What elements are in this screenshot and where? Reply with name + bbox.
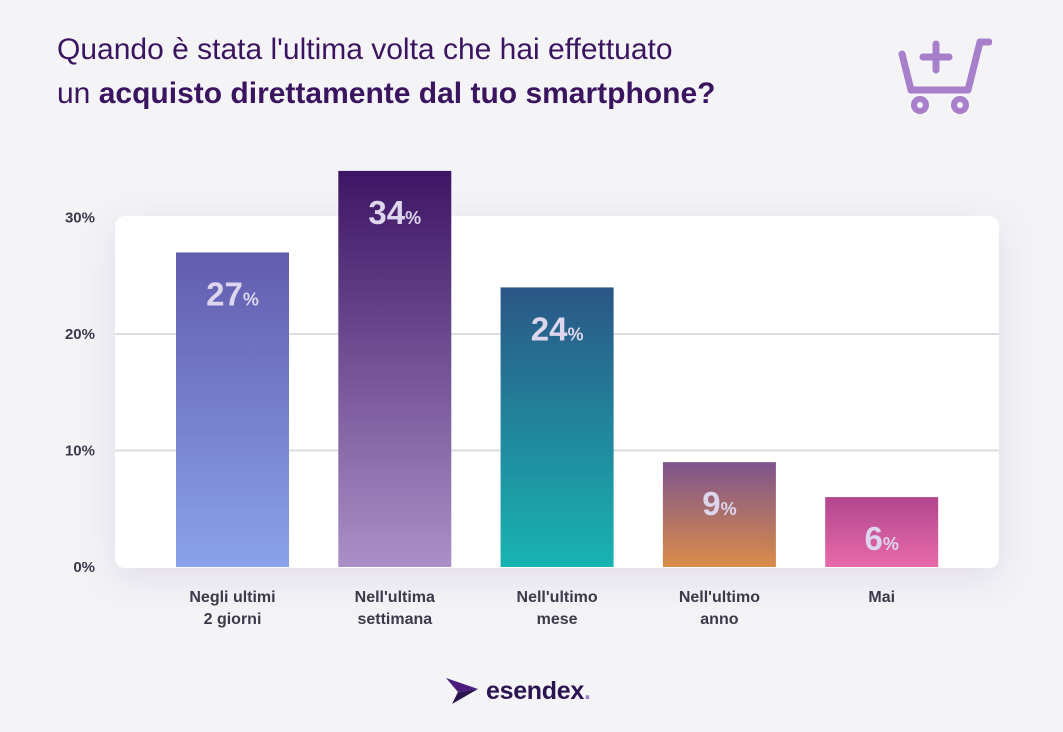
title-line-2-bold: acquisto direttamente dal tuo smartphone… — [98, 77, 716, 110]
bar — [662, 462, 776, 567]
x-tick-label: Nell'ultima settimana — [355, 589, 435, 628]
esendex-logo: esendex. — [444, 674, 591, 708]
x-tick-label: Nell'ultimo mese — [517, 589, 598, 628]
y-tick-label: 0% — [73, 559, 95, 576]
title-line-1: Quando è stata l'ultima volta che hai ef… — [57, 33, 673, 66]
brand-name: esendex. — [486, 676, 591, 705]
bar — [338, 170, 452, 567]
title-line-2: un acquisto direttamente dal tuo smartph… — [57, 72, 857, 116]
title-line-2-prefix: un — [57, 77, 99, 110]
bar — [500, 287, 614, 567]
bar-value-label: 27% — [206, 275, 259, 312]
x-tick-label: Mai — [868, 589, 895, 606]
bar-value-label: 34% — [368, 194, 421, 231]
bar — [825, 497, 939, 567]
bar-value-label: 6% — [865, 520, 899, 557]
y-tick-label: 20% — [65, 326, 95, 343]
page-title: Quando è stata l'ultima volta che hai ef… — [57, 28, 857, 116]
bar-value-label: 24% — [531, 310, 584, 347]
cart-plus-icon — [898, 38, 992, 114]
y-tick-label: 10% — [65, 443, 95, 460]
x-tick-label: Nell'ultimo anno — [679, 589, 760, 628]
y-tick-label: 30% — [65, 210, 95, 227]
x-tick-label: Negli ultimi 2 giorni — [189, 589, 275, 628]
bar-value-label: 9% — [702, 485, 736, 522]
esendex-logo-mark-icon — [446, 678, 478, 704]
bar — [176, 252, 289, 567]
